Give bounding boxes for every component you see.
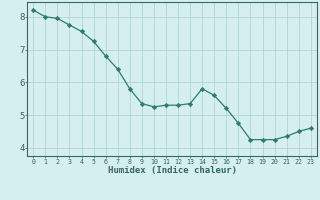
X-axis label: Humidex (Indice chaleur): Humidex (Indice chaleur)	[108, 166, 236, 175]
